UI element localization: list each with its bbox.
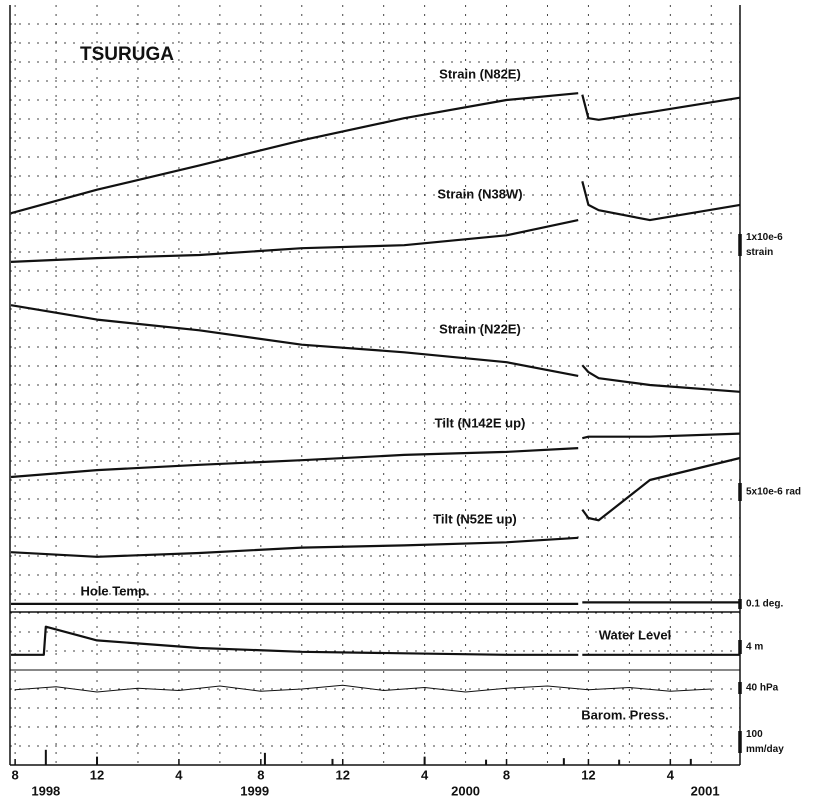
scale-label: 40 hPa: [746, 683, 779, 694]
x-tick-label: 8: [12, 767, 19, 782]
year-label: 2001: [691, 783, 720, 798]
year-label: 1998: [31, 783, 60, 798]
rain-bar: [485, 759, 488, 765]
rain-bar: [618, 759, 621, 765]
series-label: Tilt (N142E up): [435, 415, 526, 430]
scale-label: 1x10e-6: [746, 232, 783, 243]
series-line: [10, 456, 741, 558]
scale-label: strain: [746, 247, 773, 258]
grid: [10, 5, 740, 765]
rain-bar: [44, 749, 47, 765]
series-line: [10, 304, 741, 393]
scale-label: mm/day: [746, 744, 784, 755]
series-line: [11, 625, 740, 656]
scale-label: 4 m: [746, 642, 763, 653]
scale-label: 100: [746, 729, 763, 740]
scale-label: 5x10e-6 rad: [746, 487, 801, 498]
scale-label: 0.1 deg.: [746, 599, 783, 610]
series-line: [11, 601, 740, 605]
series-line: [10, 92, 741, 215]
series-label: Barom. Press.: [581, 707, 668, 722]
x-tick-label: 4: [421, 767, 429, 782]
rain-bar: [331, 758, 334, 765]
rain-bar: [562, 758, 565, 765]
series-label: Tilt (N52E up): [433, 511, 517, 526]
series-line: [10, 181, 741, 263]
x-tick-label: 12: [581, 767, 595, 782]
x-tick-label: 12: [335, 767, 349, 782]
series-label: Strain (N82E): [439, 66, 521, 81]
series-label: Strain (N22E): [439, 321, 521, 336]
series-line: [15, 684, 712, 693]
series-line: [10, 432, 741, 479]
x-tick-label: 12: [90, 767, 104, 782]
series-label: Strain (N38W): [437, 186, 522, 201]
year-label: 2000: [451, 783, 480, 798]
rain-bar: [263, 752, 266, 765]
rain-bar: [96, 756, 99, 765]
x-tick-label: 4: [667, 767, 675, 782]
series-label: Hole Temp.: [80, 583, 149, 598]
rain-bar: [689, 758, 692, 765]
rain-bar: [423, 756, 426, 765]
chart-title: TSURUGA: [80, 44, 174, 65]
x-tick-label: 8: [503, 767, 510, 782]
year-label: 1999: [240, 783, 269, 798]
x-tick-label: 4: [175, 767, 183, 782]
series-label: Water Level: [599, 627, 672, 642]
x-tick-label: 8: [257, 767, 264, 782]
